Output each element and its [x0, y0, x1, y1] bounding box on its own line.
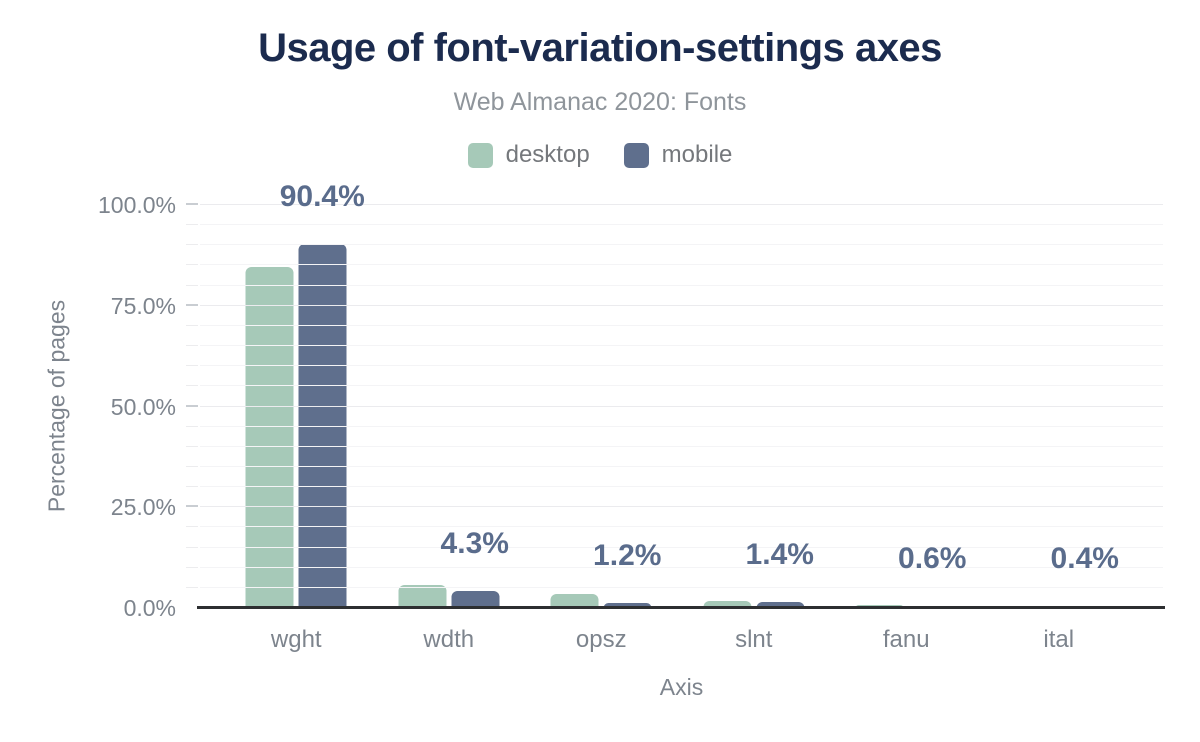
- gridline: [200, 486, 1163, 488]
- x-tick-ital: ital: [1043, 626, 1075, 653]
- y-tick-label: 0.0%: [123, 595, 176, 621]
- y-tick-mark: [186, 546, 198, 548]
- value-label-wght: 90.4%: [279, 179, 365, 213]
- mobile-swatch-icon: [623, 142, 649, 168]
- gridline: [200, 304, 1163, 306]
- bar-mobile-opsz[interactable]: [603, 603, 652, 608]
- y-tick-mark: [186, 425, 198, 427]
- x-tick-wdth: wdth: [423, 626, 475, 653]
- value-label-wdth: 4.3%: [440, 526, 509, 560]
- gridline: [200, 385, 1163, 387]
- x-axis-title: Axis: [659, 674, 704, 700]
- y-tick-mark: [186, 566, 198, 568]
- bar-group-opsz: 1.2% opsz: [525, 205, 678, 653]
- gridline: [200, 284, 1163, 286]
- y-axis-tick-labels: 0.0% 25.0% 50.0% 75.0% 100.0%: [0, 192, 188, 621]
- legend: desktop mobile: [0, 141, 1200, 169]
- y-tick-label: 75.0%: [110, 292, 176, 319]
- value-label-ital: 0.4%: [1050, 542, 1119, 576]
- bar-desktop-wdth[interactable]: [398, 585, 447, 608]
- gridline: [200, 445, 1163, 447]
- gridline: [200, 526, 1163, 528]
- y-tick-mark: [186, 505, 198, 508]
- y-tick-mark: [186, 244, 198, 246]
- legend-label-mobile: mobile: [661, 141, 733, 168]
- value-label-slnt: 1.4%: [745, 538, 814, 572]
- y-tick-mark: [186, 324, 198, 326]
- gridline: [200, 546, 1163, 548]
- bar-pair-wdth: [398, 585, 500, 608]
- plot-area: 90.4% wght 4.3% wdth 1.2% opsz 1.4% slnt 0.6% fan…: [186, 180, 1165, 653]
- y-tick-mark: [186, 486, 198, 488]
- chart-title: Usage of font-variation-settings axes: [258, 26, 942, 70]
- bar-mobile-wdth[interactable]: [451, 590, 500, 608]
- bar-desktop-slnt[interactable]: [703, 600, 752, 608]
- y-tick-mark: [186, 365, 198, 367]
- bar-group-wdth: 4.3% wdth: [373, 205, 526, 653]
- gridline: [200, 324, 1163, 326]
- bar-pair-slnt: [703, 600, 805, 608]
- bar-pair-opsz: [550, 593, 652, 608]
- y-tick-mark: [186, 385, 198, 387]
- y-tick-mark: [186, 224, 198, 226]
- y-tick-mark: [186, 526, 198, 528]
- gridline: [200, 224, 1163, 226]
- value-label-opsz: 1.2%: [593, 539, 662, 573]
- y-tick-mark: [186, 445, 198, 447]
- x-axis-line: [197, 606, 1165, 609]
- y-tick-mark: [186, 303, 198, 306]
- x-tick-slnt: slnt: [735, 626, 773, 653]
- bar-mobile-slnt[interactable]: [756, 602, 805, 608]
- y-tick-label: 100.0%: [97, 192, 176, 218]
- bar-desktop-opsz[interactable]: [550, 593, 599, 608]
- legend-item-desktop[interactable]: desktop: [467, 141, 590, 169]
- gridline: [200, 506, 1163, 508]
- x-tick-fanu: fanu: [882, 626, 930, 653]
- legend-label-desktop: desktop: [505, 141, 590, 168]
- gridline: [200, 566, 1163, 568]
- y-tick-label: 50.0%: [110, 393, 176, 420]
- gridline: [200, 405, 1163, 407]
- gridline: [200, 244, 1163, 246]
- y-tick-mark: [186, 404, 198, 407]
- gridline: [200, 204, 1163, 205]
- chart-subtitle: Web Almanac 2020: Fonts: [453, 88, 747, 116]
- bar-desktop-wght[interactable]: [245, 267, 294, 608]
- y-tick-mark: [186, 264, 198, 266]
- legend-item-mobile[interactable]: mobile: [623, 141, 733, 169]
- y-tick-mark: [186, 284, 198, 286]
- y-tick-mark: [186, 586, 198, 588]
- gridline: [200, 264, 1163, 266]
- desktop-swatch-icon: [467, 142, 493, 168]
- bar-group-ital: 0.4% ital: [983, 205, 1136, 653]
- gridline: [200, 425, 1163, 427]
- y-tick-mark: [186, 465, 198, 467]
- gridline: [200, 465, 1163, 467]
- y-tick-label: 25.0%: [110, 494, 176, 521]
- y-tick-mark: [186, 203, 198, 205]
- x-tick-wght: wght: [270, 626, 322, 653]
- gridline: [200, 365, 1163, 367]
- y-tick-mark: [186, 345, 198, 347]
- gridline: [200, 345, 1163, 347]
- gridline: [200, 586, 1163, 588]
- value-label-fanu: 0.6%: [898, 541, 967, 575]
- x-tick-opsz: opsz: [575, 626, 627, 653]
- bar-group-slnt: 1.4% slnt: [678, 205, 831, 653]
